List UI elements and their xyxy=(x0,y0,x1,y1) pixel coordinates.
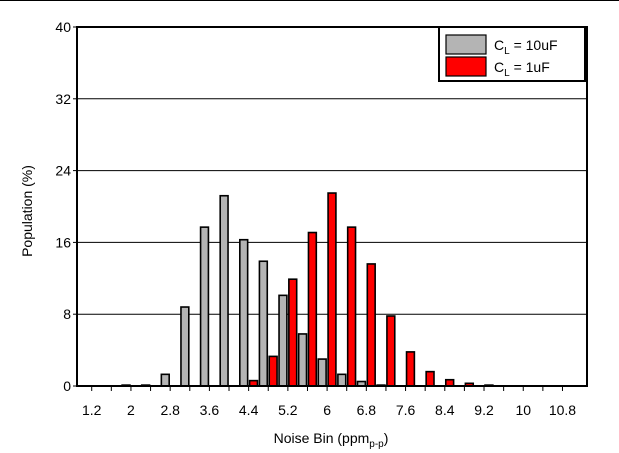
x-tick-label: 1.2 xyxy=(82,402,102,418)
x-axis-label: Noise Bin (ppmp-p) xyxy=(274,430,389,450)
bar-cl-1uf xyxy=(327,192,337,387)
x-tick-label: 10.8 xyxy=(549,402,576,418)
y-tick-label: 0 xyxy=(63,378,71,394)
x-tick-label: 2.8 xyxy=(160,402,180,418)
y-axis-label: Population (%) xyxy=(19,165,35,257)
x-tick-label: 10 xyxy=(515,402,531,418)
top-rule xyxy=(0,0,619,1)
bar-cl-10uf xyxy=(219,194,229,387)
bar-cl-1uf xyxy=(288,278,298,387)
bars xyxy=(121,192,494,387)
x-tick-label: 5.2 xyxy=(278,402,298,418)
bar-cl-10uf xyxy=(297,333,308,387)
bar-cl-1uf xyxy=(346,226,357,387)
y-tick-label: 40 xyxy=(55,19,71,35)
bar-cl-10uf xyxy=(199,226,210,387)
x-tick-label: 6.8 xyxy=(357,402,377,418)
bar-cl-1uf xyxy=(386,315,396,387)
plot-frame xyxy=(76,26,588,387)
bar-cl-10uf xyxy=(278,294,288,387)
x-tick-label: 9.2 xyxy=(474,402,494,418)
bar-cl-10uf xyxy=(258,260,269,387)
bar-cl-1uf xyxy=(307,231,318,387)
bar-cl-1uf xyxy=(405,351,416,387)
x-axis-label-main: Noise Bin (ppm xyxy=(274,430,370,446)
x-tick-label: 2 xyxy=(127,402,135,418)
bar-cl-10uf xyxy=(317,358,327,387)
x-axis-label-sub: p-p xyxy=(369,439,384,450)
y-tick-label: 32 xyxy=(55,91,71,107)
x-tick-label: 6 xyxy=(323,402,331,418)
x-axis-label-close: ) xyxy=(384,430,389,446)
legend-label-1uf: CL = 1uF xyxy=(494,59,550,79)
bar-cl-1uf xyxy=(268,355,278,387)
x-tick-label: 7.6 xyxy=(396,402,416,418)
bar-cl-10uf xyxy=(180,306,190,387)
legend-swatch-10uf xyxy=(445,34,487,55)
legend-swatch-1uf xyxy=(445,56,487,77)
bar-cl-10uf xyxy=(160,373,170,387)
y-tick-label: 24 xyxy=(55,163,71,179)
x-tick-labels: 1.2 2 2.8 3.6 4.4 5.2 6 6.8 7.6 8.4 9.2 10 10.8 xyxy=(82,386,576,418)
bar-cl-1uf xyxy=(425,370,435,387)
bar-cl-1uf xyxy=(366,263,376,387)
legend: CL = 10uF CL = 1uF xyxy=(438,26,586,82)
x-tick-label: 3.6 xyxy=(200,402,220,418)
y-tick-label: 16 xyxy=(55,234,71,250)
y-tick-label: 8 xyxy=(63,306,71,322)
bar-cl-10uf xyxy=(337,373,347,387)
y-tick-labels: 0 8 16 24 32 40 xyxy=(55,19,77,394)
x-tick-label: 8.4 xyxy=(435,402,455,418)
legend-label-10uf: CL = 10uF xyxy=(494,37,558,57)
x-tick-label: 4.4 xyxy=(239,402,259,418)
bar-cl-10uf xyxy=(239,238,249,387)
